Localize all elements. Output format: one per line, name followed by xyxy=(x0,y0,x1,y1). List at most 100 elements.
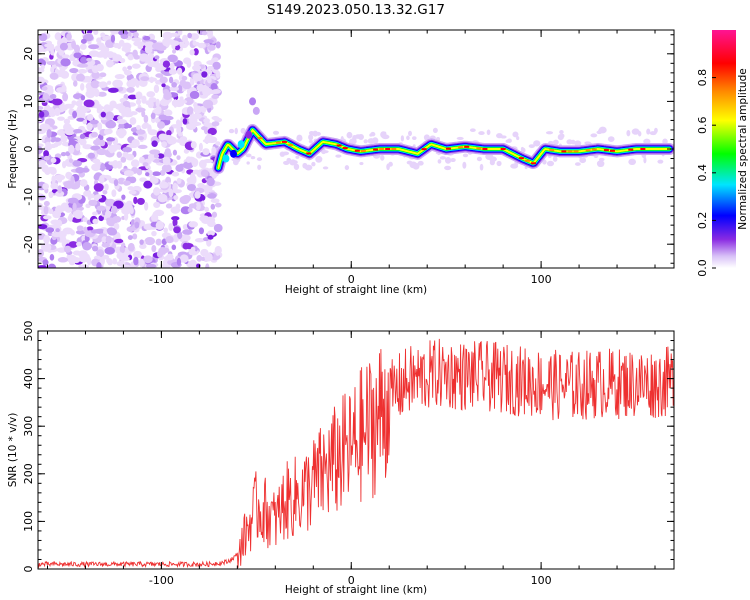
noise-blob xyxy=(196,83,205,92)
noise-blob xyxy=(132,233,138,240)
noise-blob xyxy=(129,117,137,125)
signal-peak xyxy=(549,149,555,152)
noise-blob xyxy=(292,160,298,165)
noise-blob xyxy=(574,140,582,147)
noise-blob xyxy=(649,131,657,136)
noise-blob xyxy=(152,42,163,50)
noise-blob xyxy=(272,130,280,135)
x-tick-label: 0 xyxy=(348,273,355,286)
noise-blob xyxy=(113,222,120,230)
noise-blob xyxy=(246,161,250,165)
signal-peak xyxy=(275,141,281,144)
noise-blob xyxy=(469,128,476,132)
noise-blob xyxy=(179,254,189,263)
noise-blob xyxy=(202,87,212,96)
noise-blob xyxy=(179,41,186,48)
noise-blob xyxy=(51,232,63,238)
y-tick-label: -10 xyxy=(22,188,35,206)
figure-title: S149.2023.050.13.32.G17 xyxy=(267,2,445,18)
noise-blob xyxy=(43,150,50,158)
noise-blob xyxy=(196,255,203,262)
noise-blob xyxy=(38,44,44,53)
noise-blob xyxy=(162,31,173,40)
noise-blob xyxy=(643,156,647,164)
y-tick-label: 0 xyxy=(22,566,35,573)
noise-blob xyxy=(132,31,139,38)
noise-blob xyxy=(462,153,469,158)
noise-blob xyxy=(358,133,364,140)
noise-blob xyxy=(157,193,168,203)
noise-blob xyxy=(190,141,197,149)
noise-blob xyxy=(240,127,246,134)
noise-blob xyxy=(105,59,114,68)
noise-blob xyxy=(200,216,207,222)
y-tick-label: 100 xyxy=(22,511,35,532)
x-tick-label: 0 xyxy=(348,574,355,587)
noise-blob xyxy=(104,198,116,207)
noise-blob xyxy=(38,58,45,64)
noise-blob xyxy=(151,244,157,253)
noise-blob xyxy=(101,242,110,248)
noise-blob xyxy=(134,221,140,229)
noise-blob xyxy=(162,88,170,96)
noise-blob xyxy=(149,175,157,184)
noise-blob xyxy=(205,263,210,268)
noise-blob xyxy=(141,110,146,118)
noise-blob xyxy=(41,86,48,91)
noise-blob xyxy=(49,72,59,80)
noise-blob xyxy=(55,228,60,233)
noise-blob xyxy=(122,107,132,115)
noise-blob xyxy=(47,86,54,95)
noise-blob xyxy=(203,118,211,124)
noise-blob xyxy=(127,235,133,240)
noise-blob xyxy=(136,168,143,176)
noise-blob xyxy=(82,144,93,150)
y-tick-label: 20 xyxy=(22,47,35,61)
signal-peak xyxy=(609,149,615,152)
noise-blob xyxy=(123,69,132,76)
noise-blob xyxy=(584,141,592,145)
noise-blob xyxy=(38,159,47,166)
noise-blob xyxy=(125,153,135,161)
noise-blob xyxy=(138,53,150,62)
signal-peak xyxy=(476,147,482,150)
noise-blob xyxy=(131,138,140,148)
noise-blob xyxy=(186,59,192,68)
noise-blob xyxy=(127,186,135,191)
noise-blob xyxy=(189,90,200,100)
snr-ylabel: SNR (10 * v/v) xyxy=(7,413,19,488)
noise-blob xyxy=(202,148,210,156)
signal-peak xyxy=(257,137,263,140)
noise-blob xyxy=(60,151,67,157)
noise-blob xyxy=(51,98,63,106)
noise-blob xyxy=(197,183,205,188)
noise-blob xyxy=(93,30,99,36)
noise-blob xyxy=(128,190,137,195)
signal-peak xyxy=(500,148,506,150)
noise-blob xyxy=(135,91,143,100)
signal-peak xyxy=(281,140,287,143)
noise-blob xyxy=(161,141,168,148)
noise-blob xyxy=(346,131,353,139)
noise-blob xyxy=(186,123,197,131)
noise-blob xyxy=(131,63,141,69)
noise-blob xyxy=(160,247,170,254)
noise-blob xyxy=(38,38,41,46)
noise-blob xyxy=(147,61,157,68)
noise-blob xyxy=(184,97,194,106)
noise-blob xyxy=(102,254,110,260)
noise-blob xyxy=(322,166,329,170)
noise-blob xyxy=(102,189,108,195)
noise-blob xyxy=(533,140,541,147)
noise-blob xyxy=(139,239,144,245)
colorbar-tick-label: 0.0 xyxy=(696,259,709,277)
noise-blob xyxy=(50,49,55,56)
noise-blob xyxy=(142,162,149,167)
noise-blob xyxy=(59,104,64,110)
noise-blob xyxy=(152,171,161,177)
signal-peak xyxy=(391,148,397,150)
noise-blob xyxy=(147,100,154,109)
noise-blob xyxy=(590,133,598,138)
noise-blob xyxy=(198,227,205,235)
noise-blob xyxy=(179,136,188,143)
